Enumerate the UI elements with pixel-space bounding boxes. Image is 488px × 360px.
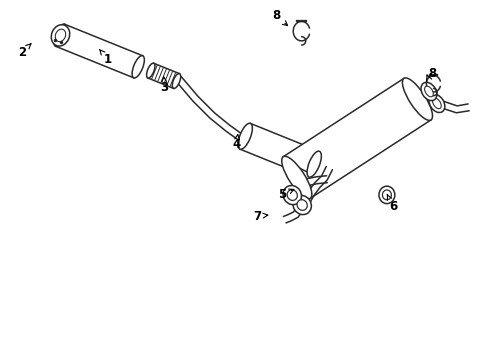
- Text: 7: 7: [252, 210, 267, 223]
- Ellipse shape: [424, 86, 432, 97]
- Ellipse shape: [286, 190, 297, 201]
- Polygon shape: [240, 123, 319, 177]
- Polygon shape: [304, 167, 332, 202]
- Ellipse shape: [54, 24, 66, 46]
- Ellipse shape: [420, 82, 436, 100]
- Ellipse shape: [283, 185, 301, 205]
- Ellipse shape: [432, 98, 440, 109]
- Polygon shape: [290, 165, 308, 178]
- Text: 1: 1: [99, 49, 112, 66]
- Ellipse shape: [132, 56, 144, 78]
- Ellipse shape: [428, 94, 444, 113]
- Text: 2: 2: [18, 44, 31, 59]
- Ellipse shape: [378, 186, 394, 204]
- Ellipse shape: [55, 29, 65, 42]
- Polygon shape: [311, 113, 358, 167]
- Polygon shape: [56, 24, 142, 78]
- Ellipse shape: [51, 25, 70, 46]
- Ellipse shape: [296, 200, 306, 210]
- Polygon shape: [147, 63, 179, 88]
- Polygon shape: [283, 198, 310, 223]
- Ellipse shape: [382, 190, 390, 200]
- Polygon shape: [176, 77, 244, 141]
- Text: 4: 4: [232, 135, 240, 151]
- Text: 5: 5: [277, 188, 293, 201]
- Text: 8: 8: [271, 9, 287, 26]
- Ellipse shape: [292, 195, 311, 215]
- Polygon shape: [353, 94, 394, 118]
- Ellipse shape: [306, 151, 321, 177]
- Polygon shape: [427, 96, 468, 113]
- Polygon shape: [283, 78, 430, 198]
- Text: 8: 8: [427, 67, 436, 80]
- Ellipse shape: [146, 63, 155, 78]
- Text: 6: 6: [386, 194, 396, 213]
- Ellipse shape: [172, 73, 181, 89]
- Ellipse shape: [281, 156, 311, 199]
- Ellipse shape: [402, 78, 432, 120]
- Ellipse shape: [238, 123, 252, 149]
- Text: 3: 3: [161, 77, 168, 94]
- Polygon shape: [306, 176, 326, 186]
